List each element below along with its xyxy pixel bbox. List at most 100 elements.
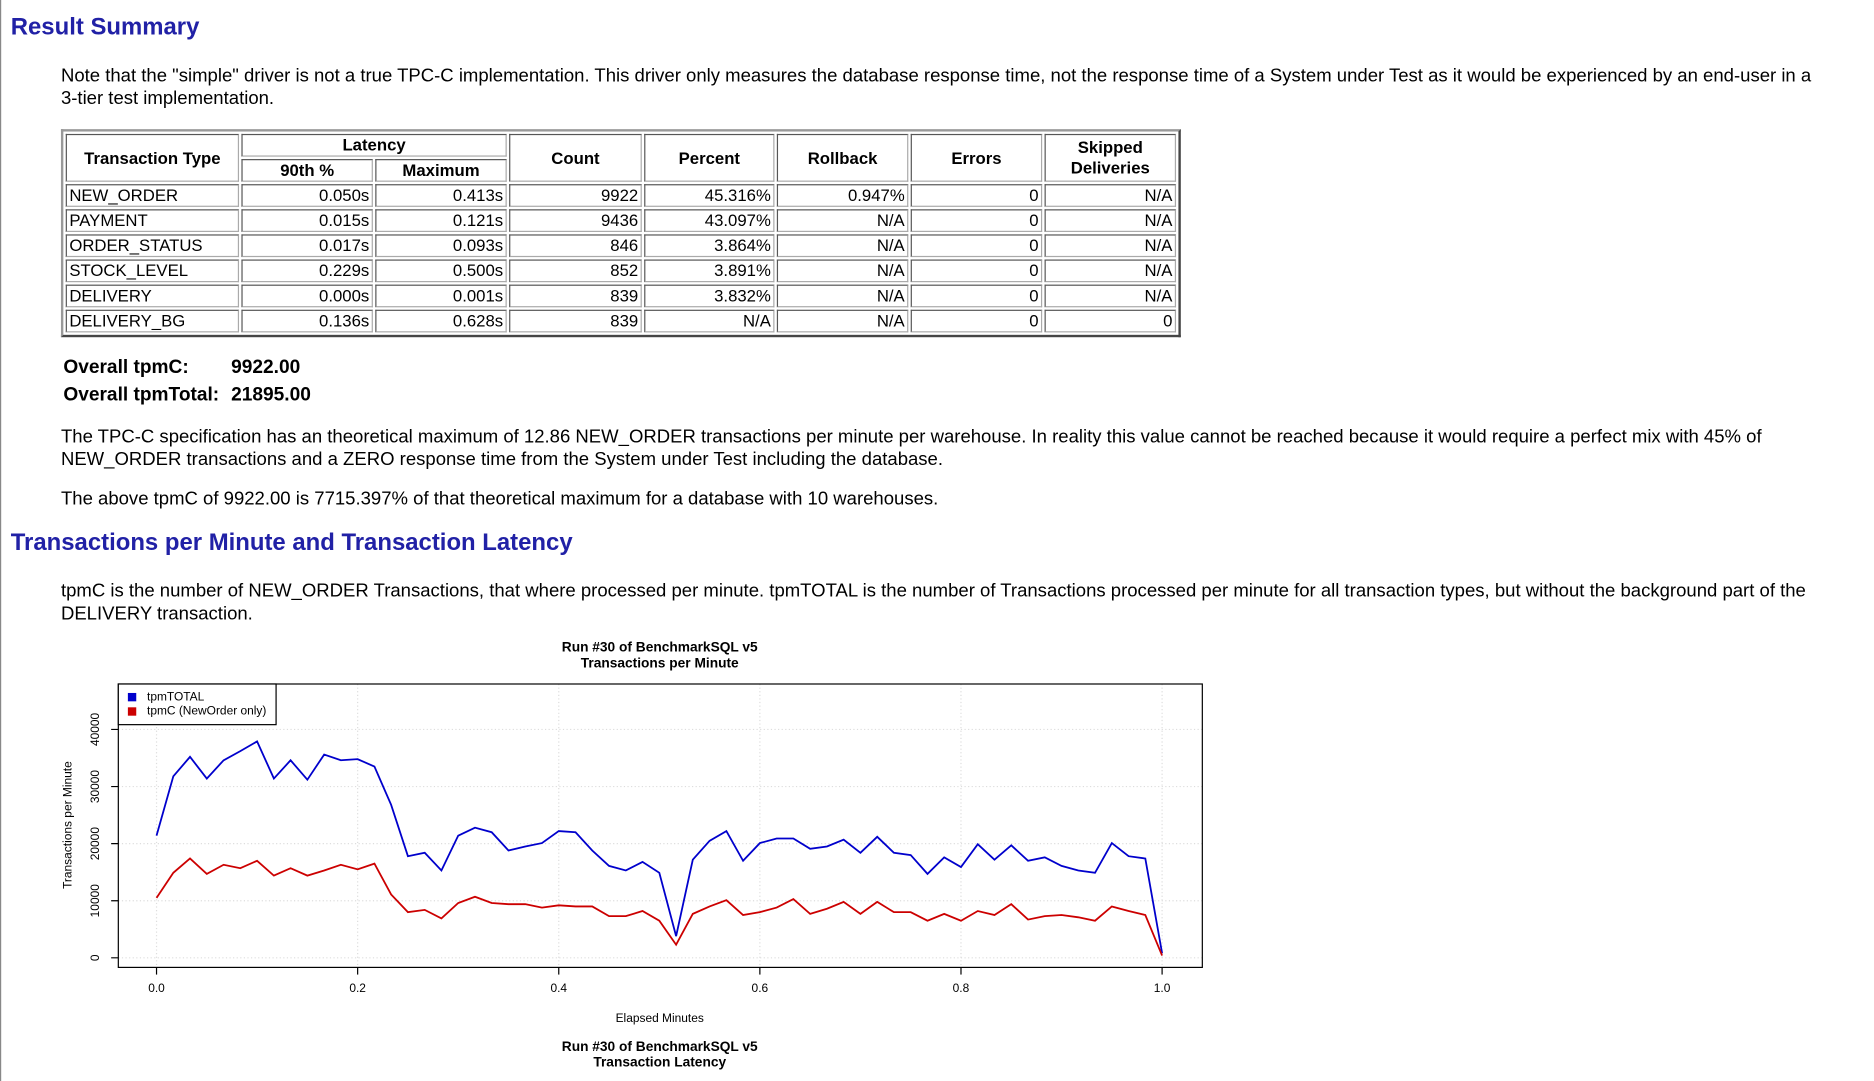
table-cell: 0 [1044, 309, 1177, 333]
table-cell: 0 [910, 209, 1043, 232]
overall-label: Overall tpmTotal: [63, 385, 220, 406]
table-cell: 0.947% [776, 184, 909, 207]
table-cell: 43.097% [644, 209, 775, 232]
table-cell: 0 [910, 234, 1043, 258]
table-cell: 0.017s [241, 234, 373, 258]
table-cell: 0.093s [375, 234, 507, 258]
table-cell: NEW_ORDER [65, 184, 240, 207]
table-cell: 0 [910, 284, 1043, 308]
table-cell: 0.628s [375, 309, 507, 333]
header-cell: Count [509, 133, 642, 182]
table-cell: 3.832% [644, 284, 775, 308]
table-cell: 9922 [509, 184, 642, 207]
table-cell: 0 [910, 259, 1043, 283]
table-cell: DELIVERY_BG [65, 309, 240, 333]
paragraph: tpmC is the number of NEW_ORDER Transact… [60, 581, 1806, 625]
table-cell: DELIVERY [65, 284, 240, 308]
table-cell: 0 [910, 309, 1043, 333]
table-cell: 0.136s [241, 309, 373, 333]
table-row: DELIVERY 0.000s 0.001s 839 3.832% N/A 0 N/A [65, 284, 1177, 308]
table-cell: N/A [1044, 259, 1177, 283]
overall-value: 21895.00 [231, 385, 311, 406]
header-cell: Errors [910, 133, 1043, 182]
header-cell: Skipped Deliveries [1044, 133, 1177, 182]
table-cell: 0.500s [375, 259, 507, 283]
table-cell: 0.050s [241, 184, 373, 207]
legend-swatch [127, 692, 137, 702]
table-cell: 9436 [509, 209, 642, 232]
table-cell: N/A [776, 234, 909, 258]
table-row: PAYMENT 0.015s 0.121s 9436 43.097% N/A 0 N/A [65, 209, 1177, 232]
table-cell: N/A [776, 259, 909, 283]
table-cell: 0 [910, 184, 1043, 207]
table-cell: PAYMENT [65, 209, 240, 232]
overall-value: 9922.00 [231, 357, 301, 378]
legend-label: tpmTOTAL [147, 689, 205, 703]
header-cell: Transaction Type [65, 133, 240, 182]
x-tick-label: 0.4 [550, 981, 567, 995]
table-cell: 0.413s [375, 184, 507, 207]
header-cell: 90th % [241, 159, 373, 182]
table-cell: 0.121s [375, 209, 507, 232]
overall-table: Overall tpmC: 9922.00 Overall tpmTotal: 218… [61, 353, 313, 410]
table-cell: ORDER_STATUS [65, 234, 240, 258]
table-cell: 3.864% [644, 234, 775, 258]
table-cell: N/A [776, 284, 909, 308]
data-line [155, 857, 1163, 956]
section-title: Transactions per Minute and Transaction … [10, 529, 573, 557]
result-table: Transaction Type Latency Count Percent Rollb… [60, 129, 1181, 338]
y-tick-label: 10000 [88, 884, 102, 918]
plot-frame [117, 683, 1203, 969]
table-cell: 3.891% [644, 259, 775, 283]
y-tick-label: 20000 [88, 827, 102, 861]
header-cell: Latency [241, 133, 507, 157]
table-cell: N/A [776, 309, 909, 333]
table-cell: 0.015s [241, 209, 373, 232]
table-cell: N/A [644, 309, 775, 333]
table-row: STOCK_LEVEL 0.229s 0.500s 852 3.891% N/A 0 N/A [65, 259, 1177, 283]
table-cell: N/A [1044, 284, 1177, 308]
header-cell: Rollback [776, 133, 909, 182]
header-cell: Maximum [375, 159, 507, 182]
legend-swatch [127, 707, 137, 716]
chart-subtitle: Transactions per Minute [581, 655, 739, 670]
table-cell: 839 [509, 309, 642, 333]
x-tick-label: 1.0 [1154, 981, 1171, 995]
overall-row: Overall tpmC: 9922.00 [63, 355, 311, 380]
header-row: 90th % Maximum [66, 159, 1176, 182]
chart-title: Run #30 of BenchmarkSQL v5 [562, 640, 758, 655]
table-row: NEW_ORDER 0.050s 0.413s 9922 45.316% 0.947% 0 N… [65, 184, 1177, 207]
y-tick-label: 40000 [88, 712, 102, 746]
table-cell: 846 [509, 234, 642, 258]
table-cell: 0.229s [241, 259, 373, 283]
overall-label: Overall tpmC: [63, 357, 189, 378]
y-tick-label: 30000 [88, 770, 102, 804]
x-tick-label: 0.0 [148, 981, 165, 995]
paragraph: The above tpmC of 9922.00 is 7715.397% o… [60, 489, 939, 510]
x-tick-label: 0.2 [349, 981, 366, 995]
table-cell: 839 [509, 284, 642, 308]
paragraph: Note that the "simple" driver is not a t… [60, 65, 1812, 109]
table-cell: N/A [1044, 184, 1177, 207]
table-cell: N/A [1044, 234, 1177, 258]
table-cell: 0.001s [375, 284, 507, 308]
legend-label: tpmC (NewOrder only) [147, 704, 266, 718]
legend-box [117, 683, 277, 726]
table-cell: STOCK_LEVEL [65, 259, 240, 283]
table-cell: 45.316% [644, 184, 775, 207]
next-chart-title: Run #30 of BenchmarkSQL v5 [562, 1039, 758, 1054]
table-cell: 852 [509, 259, 642, 283]
x-axis-label: Elapsed Minutes [616, 1011, 704, 1025]
x-tick-label: 0.8 [953, 981, 970, 995]
table-row: ORDER_STATUS 0.017s 0.093s 846 3.864% N/A 0 N/A [65, 234, 1177, 258]
next-chart-subtitle: Transaction Latency [593, 1055, 726, 1070]
overall-row: Overall tpmTotal: 21895.00 [63, 383, 311, 408]
header-row: Transaction Type Latency Count Percent Rollb… [65, 133, 1177, 182]
table-cell: N/A [1044, 209, 1177, 232]
header-cell: Percent [644, 133, 775, 182]
x-tick-label: 0.6 [752, 981, 769, 995]
table-cell: 0.000s [241, 284, 373, 308]
paragraph: The TPC-C specification has an theoretic… [60, 426, 1762, 470]
